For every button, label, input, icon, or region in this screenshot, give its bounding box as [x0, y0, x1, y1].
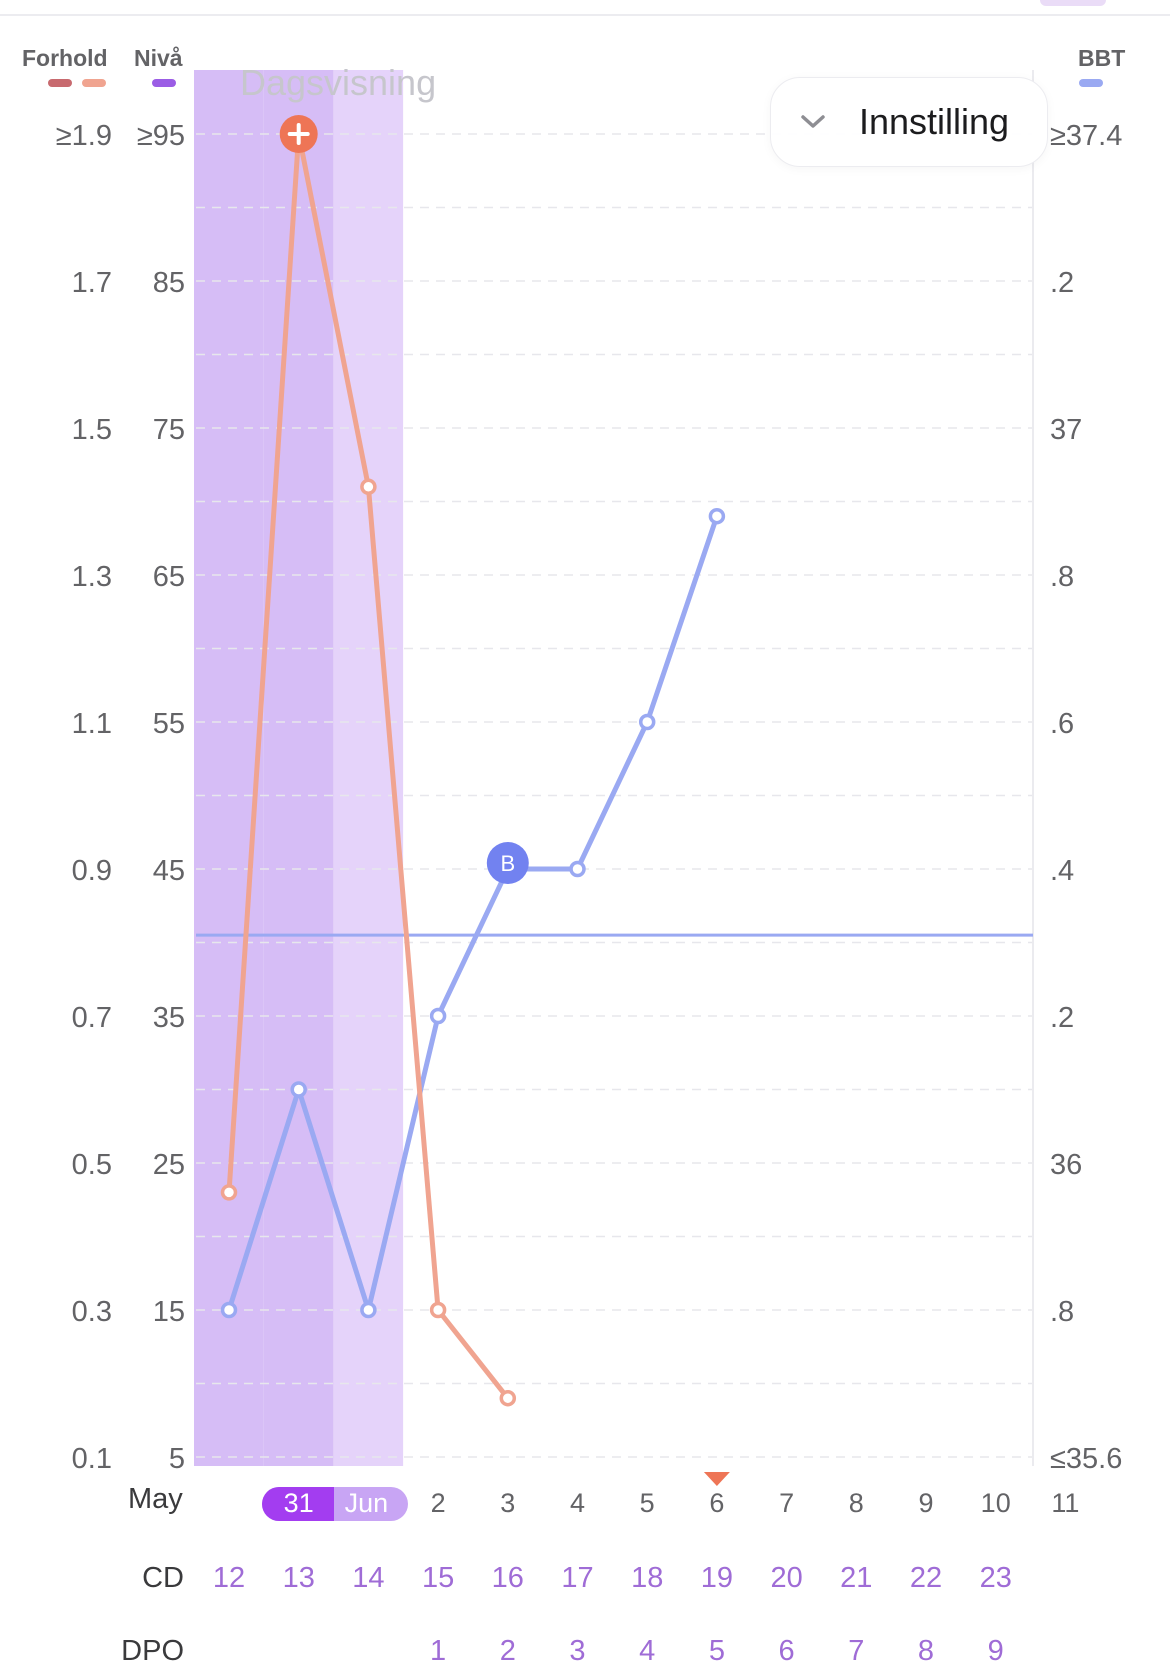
selected-month: Jun [345, 1488, 389, 1518]
legend-forhold-dark-swatch [48, 79, 72, 87]
bbt-tick-label: .8 [1050, 561, 1074, 593]
level-point [429, 1301, 447, 1319]
bbt-line [226, 513, 720, 1313]
cd-value: 13 [283, 1562, 315, 1594]
settings-button[interactable]: Innstilling [770, 77, 1048, 167]
dpo-value: 6 [779, 1635, 795, 1667]
date-label: 2 [431, 1488, 446, 1518]
level-tick-label: 45 [153, 855, 185, 887]
level-tick-label: 85 [153, 267, 185, 299]
legend-bbt-swatch [1079, 79, 1103, 87]
date-label: 7 [779, 1488, 794, 1518]
level-tick-label: 75 [153, 414, 185, 446]
ratio-tick-label: 0.9 [72, 855, 112, 887]
bbt-tick-label: .2 [1050, 1002, 1074, 1034]
dpo-value: 5 [709, 1635, 725, 1667]
view-label: Dagsvisning [240, 62, 436, 103]
settings-label: Innstilling [859, 101, 1010, 142]
date-label: 8 [849, 1488, 864, 1518]
cd-value: 21 [840, 1562, 872, 1594]
date-label: 9 [918, 1488, 933, 1518]
cd-value: 18 [631, 1562, 663, 1594]
bbt-point [569, 860, 586, 878]
level-point [220, 1184, 238, 1201]
legend-bbt: BBT [1078, 45, 1125, 71]
top-tab-indicator [1040, 0, 1106, 6]
level-tick-label: 25 [153, 1149, 185, 1181]
date-label: 5 [640, 1488, 655, 1518]
legend-forhold-light-swatch [82, 79, 106, 87]
cd-value: 12 [213, 1562, 245, 1594]
date-label: 4 [570, 1488, 585, 1518]
dpo-value: 4 [639, 1635, 655, 1667]
cd-value: 23 [980, 1562, 1012, 1594]
cd-value: 16 [492, 1562, 524, 1594]
ratio-tick-label: 0.1 [72, 1443, 112, 1475]
legend-niva: Nivå [134, 45, 183, 71]
ratio-tick-label: 0.7 [72, 1002, 112, 1034]
bbt-b-marker [486, 842, 529, 884]
top-divider [0, 0, 1170, 16]
ratio-tick-label: 1.7 [72, 267, 112, 299]
level-tick-label: ≥95 [137, 120, 185, 152]
ratio-tick-label: 1.1 [72, 708, 112, 740]
date-label: 11 [1051, 1488, 1079, 1518]
bbt-point [638, 713, 656, 731]
dpo-label: DPO [121, 1635, 184, 1667]
cd-label: CD [142, 1562, 184, 1594]
level-tick-label: 65 [153, 561, 185, 593]
dpo-value: 9 [988, 1635, 1004, 1667]
date-label: 6 [709, 1488, 724, 1518]
ratio-tick-label: 0.3 [72, 1296, 112, 1328]
bbt-b-marker-label: B [500, 851, 515, 876]
level-tick-label: 35 [153, 1002, 185, 1034]
level-tick-label: 15 [153, 1296, 185, 1328]
selected-date: 31 [284, 1488, 314, 1518]
level-tick-label: 55 [153, 708, 185, 740]
bbt-point [708, 507, 726, 525]
level-point [360, 478, 377, 496]
level-tick-label: 5 [169, 1443, 185, 1475]
fertile-band-dark [194, 70, 264, 1466]
bbt-point [290, 1081, 307, 1098]
dpo-value: 3 [569, 1635, 585, 1667]
dpo-value: 8 [918, 1635, 934, 1667]
month-label: May [128, 1483, 183, 1515]
ratio-tick-label: ≥1.9 [56, 120, 112, 152]
legend-niva-swatch [152, 79, 176, 87]
cd-value: 20 [770, 1562, 802, 1594]
dpo-value: 1 [430, 1635, 446, 1667]
bbt-tick-label: ≥37.4 [1050, 120, 1122, 152]
bbt-tick-label: 36 [1050, 1149, 1082, 1181]
cd-value: 22 [910, 1562, 942, 1594]
ratio-tick-label: 1.3 [72, 561, 112, 593]
bbt-point [220, 1301, 238, 1319]
bbt-tick-label: .8 [1050, 1296, 1074, 1328]
today-marker [703, 1472, 730, 1486]
bbt-tick-label: .6 [1050, 708, 1074, 740]
bbt-tick-label: 37 [1050, 414, 1082, 446]
cd-value: 14 [352, 1562, 384, 1594]
bbt-point [429, 1007, 447, 1025]
cd-value: 19 [701, 1562, 733, 1594]
ratio-tick-label: 0.5 [72, 1149, 112, 1181]
bbt-tick-label: .2 [1050, 267, 1074, 299]
bbt-point [360, 1301, 377, 1319]
bbt-tick-label: .4 [1050, 855, 1074, 887]
level-point [499, 1389, 517, 1407]
fertile-band-dark [263, 70, 334, 1466]
bbt-tick-label: ≤35.6 [1050, 1443, 1122, 1475]
dpo-value: 2 [500, 1635, 516, 1667]
chevron-down-icon [793, 102, 833, 142]
cd-value: 17 [561, 1562, 593, 1594]
ratio-tick-label: 1.5 [72, 414, 112, 446]
date-label: 3 [500, 1488, 515, 1518]
date-label: 10 [981, 1488, 1011, 1518]
cd-value: 15 [422, 1562, 454, 1594]
legend-forhold: Forhold [22, 45, 108, 71]
selected-date-pill-join [310, 1487, 334, 1521]
dpo-value: 7 [848, 1635, 864, 1667]
